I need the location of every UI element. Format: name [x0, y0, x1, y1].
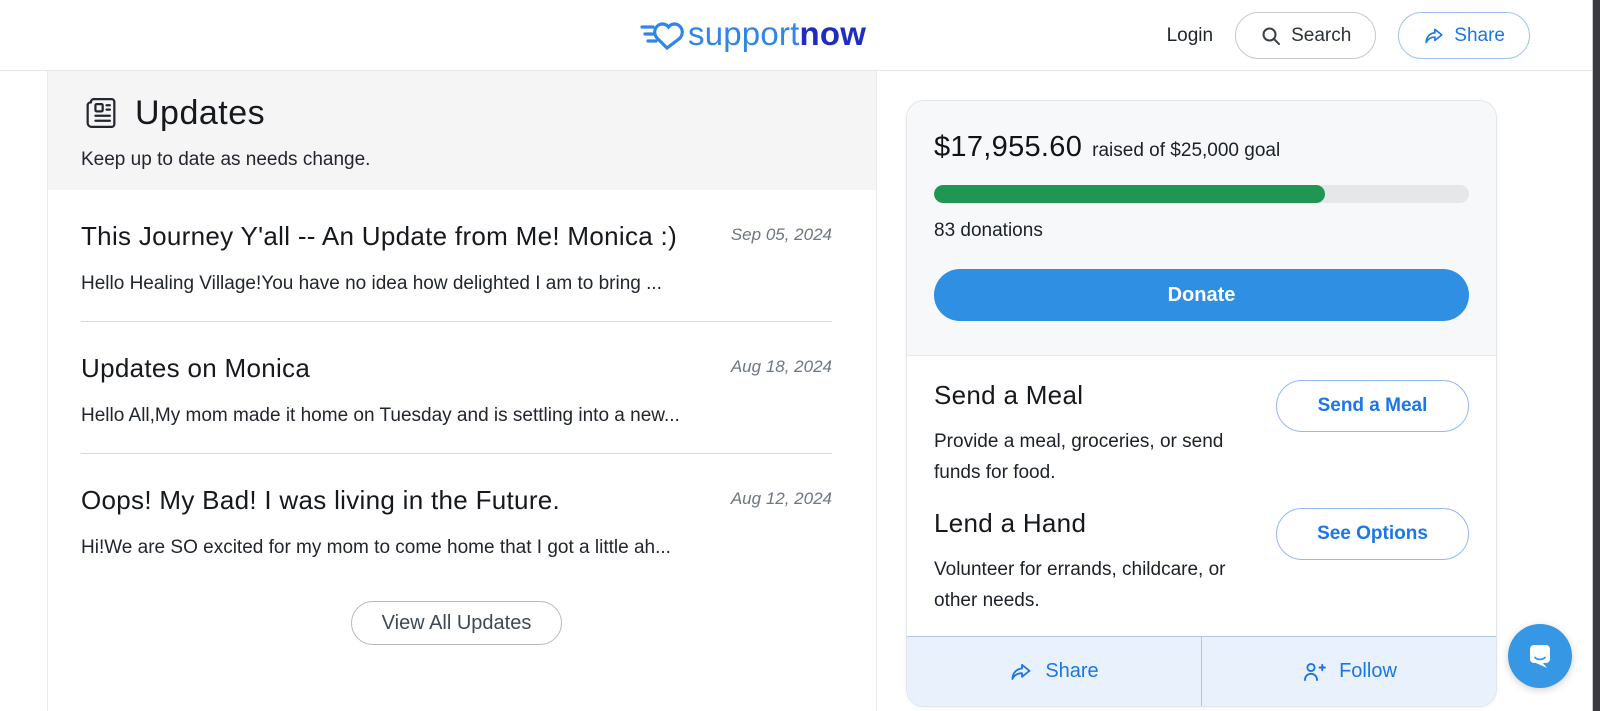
header-share-button[interactable]: Share [1398, 12, 1530, 59]
card-follow-label: Follow [1339, 660, 1397, 682]
offer-description: Provide a meal, groceries, or send funds… [934, 431, 1224, 483]
chat-widget-button[interactable] [1508, 624, 1572, 688]
update-title[interactable]: Updates on Monica [81, 353, 311, 383]
see-options-button[interactable]: See Options [1276, 508, 1469, 560]
header-actions: Login Search Share [1167, 0, 1530, 71]
updates-panel: Updates Keep up to date as needs change.… [47, 71, 877, 711]
update-excerpt: Hello Healing Village!You have no idea h… [81, 273, 662, 294]
update-date: Sep 05, 2024 [730, 225, 832, 244]
view-all-updates-button[interactable]: View All Updates [350, 601, 563, 645]
donate-button[interactable]: Donate [934, 269, 1469, 321]
goal-text: raised of $25,000 goal [1092, 140, 1281, 161]
search-icon [1260, 25, 1282, 47]
newspaper-icon [81, 93, 121, 133]
update-title[interactable]: Oops! My Bad! I was living in the Future… [81, 485, 561, 515]
logo-text: supportnow [688, 15, 867, 52]
updates-subtitle: Keep up to date as needs change. [81, 149, 371, 170]
update-date: Aug 18, 2024 [730, 357, 832, 376]
search-button-label: Search [1291, 24, 1352, 46]
chat-bubble-icon [1523, 639, 1557, 673]
header-share-label: Share [1454, 24, 1505, 46]
update-title[interactable]: This Journey Y'all -- An Update from Me!… [81, 221, 678, 251]
update-excerpt: Hi!We are SO excited for my mom to come … [81, 537, 671, 558]
update-item: Oops! My Bad! I was living in the Future… [81, 453, 832, 585]
updates-list: This Journey Y'all -- An Update from Me!… [48, 190, 876, 645]
donation-stats-section: $17,955.60 raised of $25,000 goal 83 don… [907, 101, 1496, 356]
progress-bar-track [934, 185, 1469, 203]
card-follow-button[interactable]: Follow [1201, 637, 1496, 706]
donation-card: $17,955.60 raised of $25,000 goal 83 don… [906, 100, 1497, 707]
card-share-button[interactable]: Share [907, 637, 1201, 706]
update-item: This Journey Y'all -- An Update from Me!… [81, 190, 832, 321]
offer-description: Volunteer for errands, childcare, or oth… [934, 559, 1226, 611]
update-date: Aug 12, 2024 [730, 489, 832, 508]
update-excerpt: Hello All,My mom made it home on Tuesday… [81, 405, 680, 426]
raised-amount: $17,955.60 [934, 131, 1083, 163]
card-footer-bar: Share Follow [907, 636, 1496, 706]
share-icon [1009, 660, 1033, 684]
person-plus-icon [1301, 659, 1327, 685]
top-header: supportnow Login Search Shar [0, 0, 1592, 71]
send-a-meal-button[interactable]: Send a Meal [1276, 380, 1469, 432]
supportnow-logo[interactable]: supportnow [640, 14, 866, 54]
search-button[interactable]: Search [1235, 12, 1377, 59]
offers-section: Send a Meal Provide a meal, groceries, o… [907, 356, 1496, 636]
scrollbar[interactable] [1592, 0, 1600, 711]
offer-row: Lend a Hand Volunteer for errands, child… [934, 508, 1469, 616]
updates-header: Updates Keep up to date as needs change. [48, 71, 876, 190]
offer-row: Send a Meal Provide a meal, groceries, o… [934, 380, 1469, 488]
update-item: Updates on Monica Aug 18, 2024 Hello All… [81, 321, 832, 453]
card-share-label: Share [1045, 660, 1099, 682]
offer-title: Send a Meal [934, 380, 1084, 410]
donations-count: 83 donations [934, 220, 1043, 241]
heart-speed-logo-icon [640, 14, 684, 54]
login-link[interactable]: Login [1166, 24, 1214, 46]
offer-title: Lend a Hand [934, 508, 1087, 538]
progress-fill [934, 185, 1325, 203]
updates-title: Updates [135, 93, 266, 132]
share-icon [1423, 25, 1445, 47]
